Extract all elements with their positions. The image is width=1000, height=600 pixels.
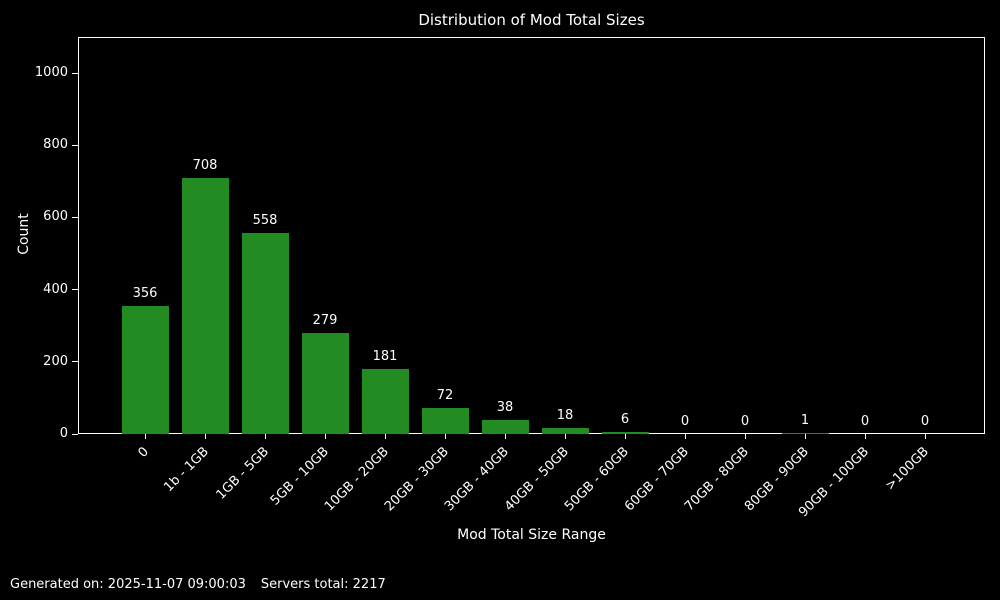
bar-value-label: 708 bbox=[192, 158, 218, 173]
bar bbox=[361, 369, 409, 434]
y-tick-mark bbox=[72, 72, 78, 74]
x-tick-label: 0 bbox=[135, 444, 152, 461]
bar-value-label: 0 bbox=[920, 414, 930, 429]
bar bbox=[541, 428, 589, 434]
footer: Generated on: 2025-11-07 09:00:03 Servers… bbox=[10, 577, 386, 593]
bar bbox=[181, 178, 229, 434]
x-tick-mark bbox=[564, 434, 566, 439]
bar-value-label: 6 bbox=[620, 412, 630, 427]
x-tick-mark bbox=[264, 434, 266, 439]
x-tick-mark bbox=[924, 434, 926, 439]
bar bbox=[241, 233, 289, 434]
x-tick-label: >100GB bbox=[882, 444, 932, 494]
y-tick-label: 200 bbox=[43, 353, 68, 369]
x-tick-label: 5GB - 10GB bbox=[267, 444, 332, 509]
x-tick-mark bbox=[744, 434, 746, 439]
bar-value-label: 0 bbox=[860, 414, 870, 429]
y-tick-mark bbox=[72, 361, 78, 363]
generated-timestamp: Generated on: 2025-11-07 09:00:03 bbox=[10, 577, 246, 592]
bar-value-label: 18 bbox=[556, 408, 574, 423]
x-tick-label: 1GB - 5GB bbox=[213, 444, 272, 503]
bar bbox=[301, 333, 349, 434]
y-tick-label: 600 bbox=[43, 209, 68, 225]
bar-value-label: 0 bbox=[740, 414, 750, 429]
bar bbox=[601, 432, 649, 434]
bar bbox=[781, 433, 829, 434]
y-tick-label: 0 bbox=[59, 426, 68, 441]
y-tick-label: 800 bbox=[43, 137, 68, 153]
x-tick-mark bbox=[384, 434, 386, 439]
y-tick-mark bbox=[72, 433, 78, 435]
bar-value-label: 181 bbox=[372, 349, 398, 364]
chart-title: Distribution of Mod Total Sizes bbox=[418, 11, 645, 29]
servers-total: Servers total: 2217 bbox=[260, 577, 386, 592]
bar bbox=[421, 408, 469, 434]
x-tick-mark bbox=[324, 434, 326, 439]
x-tick-mark bbox=[444, 434, 446, 439]
x-tick-mark bbox=[204, 434, 206, 439]
bar-value-label: 38 bbox=[496, 400, 514, 415]
y-tick-label: 400 bbox=[43, 281, 68, 297]
bar-value-label: 356 bbox=[132, 286, 158, 301]
y-tick-mark bbox=[72, 144, 78, 146]
x-tick-mark bbox=[144, 434, 146, 439]
bar-value-label: 279 bbox=[312, 313, 338, 328]
bar-value-label: 1 bbox=[800, 413, 810, 428]
x-tick-mark bbox=[864, 434, 866, 439]
bar bbox=[121, 306, 169, 434]
x-tick-mark bbox=[804, 434, 806, 439]
plot-area bbox=[78, 37, 985, 434]
y-tick-label: 1000 bbox=[34, 65, 68, 81]
x-tick-label: 1b - 1GB bbox=[161, 444, 212, 496]
bar-value-label: 558 bbox=[252, 213, 278, 228]
x-axis-label: Mod Total Size Range bbox=[457, 527, 606, 543]
x-tick-mark bbox=[624, 434, 626, 439]
y-tick-mark bbox=[72, 216, 78, 218]
x-tick-mark bbox=[504, 434, 506, 439]
x-tick-mark bbox=[684, 434, 686, 439]
bar-value-label: 0 bbox=[680, 414, 690, 429]
bar-value-label: 72 bbox=[436, 388, 454, 403]
y-axis-label: Count bbox=[16, 213, 32, 255]
bar bbox=[481, 420, 529, 434]
y-tick-mark bbox=[72, 289, 78, 291]
